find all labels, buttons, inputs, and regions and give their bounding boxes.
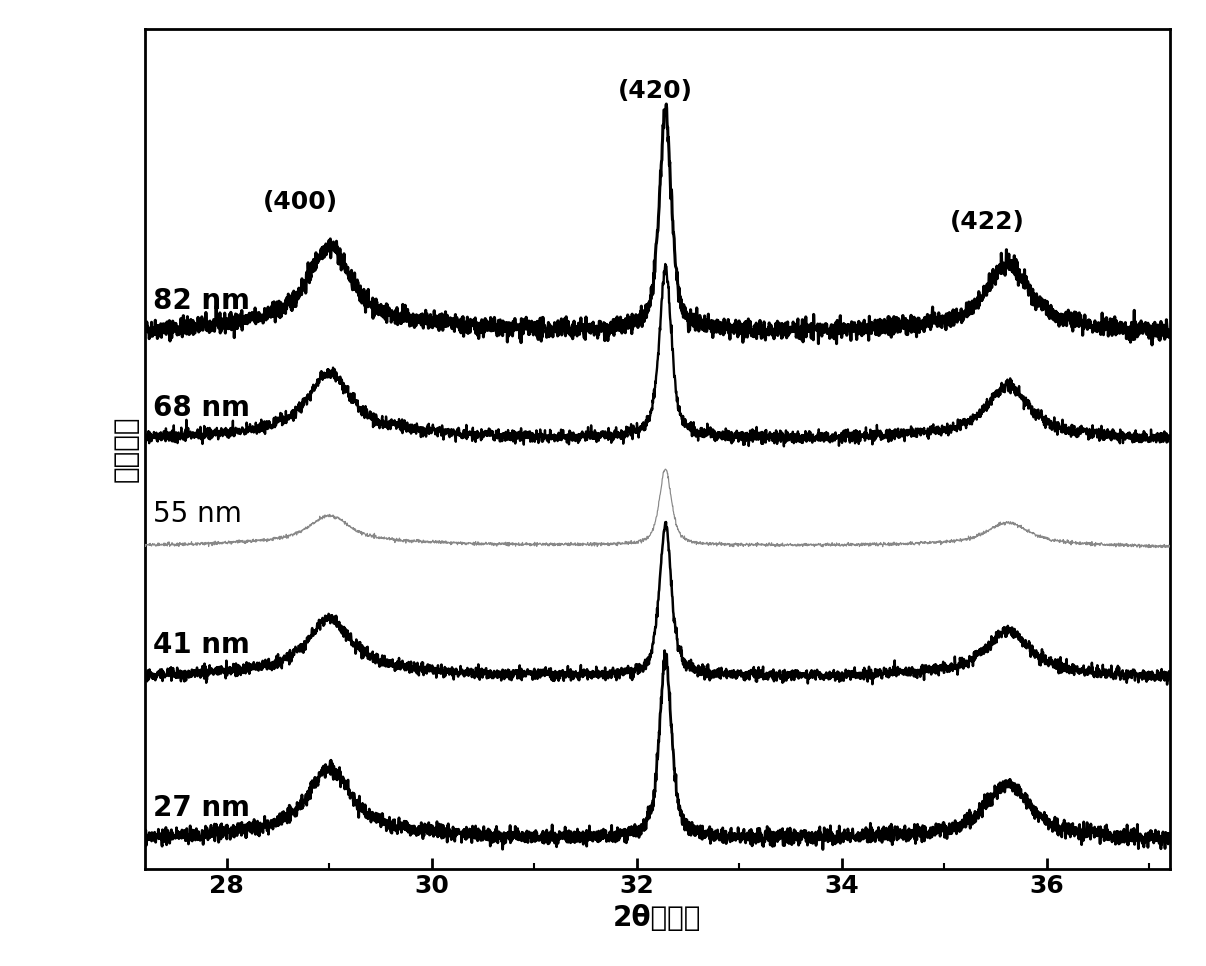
Text: (420): (420) (617, 78, 692, 102)
Text: 41 nm: 41 nm (153, 631, 250, 659)
Text: (400): (400) (263, 190, 338, 214)
Text: 68 nm: 68 nm (153, 393, 250, 421)
X-axis label: 2θ（度）: 2θ（度） (613, 904, 702, 932)
Text: 27 nm: 27 nm (153, 794, 250, 822)
Y-axis label: 衍射强度: 衍射强度 (111, 416, 139, 482)
Text: 82 nm: 82 nm (153, 287, 250, 315)
Text: 55 nm: 55 nm (153, 499, 241, 527)
Text: (422): (422) (950, 210, 1025, 234)
